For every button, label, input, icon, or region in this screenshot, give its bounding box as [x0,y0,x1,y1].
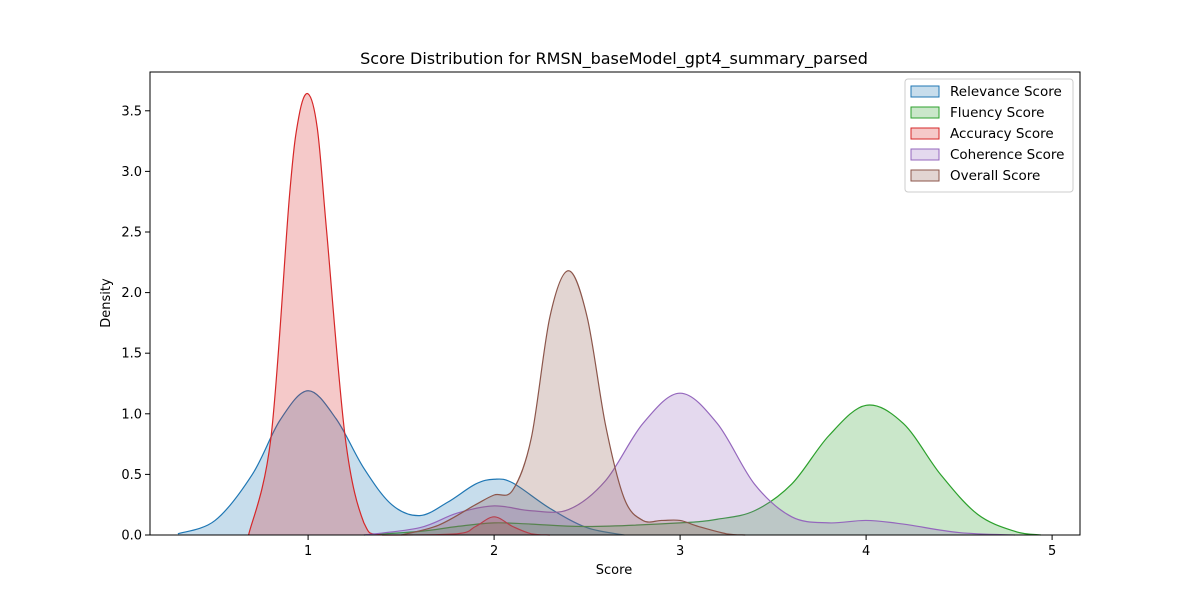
plot-frame [149,71,1081,536]
legend-swatch-accuracy-score [910,127,940,140]
y-tick-label: 1.5 [121,347,142,362]
y-tick-label: 2.5 [121,225,142,240]
y-tick-label: 2.0 [121,286,142,301]
x-tick-label: 4 [862,544,870,559]
y-tick-label: 0.5 [121,468,142,483]
x-tick-label: 2 [490,544,498,559]
legend-frame [904,78,1074,193]
legend-swatch-coherence-score [910,148,940,161]
legend-label-relevance-score: Relevance Score [950,84,1062,100]
legend: Relevance Score Fluency Score Accuracy Sco… [904,78,1074,193]
x-axis: 1 2 3 4 5 [304,535,1056,559]
legend-label-accuracy-score: Accuracy Score [950,126,1054,142]
series-area-overall-score [401,270,746,535]
legend-label-coherence-score: Coherence Score [950,147,1065,163]
chart-title: Score Distribution for RMSN_baseModel_gp… [360,49,868,69]
series-area-accuracy-score [248,93,550,536]
series-line-accuracy-score [247,92,550,536]
x-tick-label: 5 [1048,544,1056,559]
plot-area [177,92,1042,536]
y-axis-label: Density [99,278,114,328]
legend-swatch-relevance-score [910,85,940,98]
x-tick-label: 3 [676,544,684,559]
y-tick-label: 3.5 [121,104,142,119]
series-line-relevance-score [177,390,625,536]
series-line-overall-score [400,270,746,536]
legend-label-overall-score: Overall Score [950,168,1040,184]
y-tick-label: 0.0 [121,529,142,544]
legend-swatch-overall-score [910,169,940,182]
series-line-coherence-score [363,392,1015,536]
y-tick-label: 1.0 [121,407,142,422]
series-area-coherence-score [363,393,1015,535]
series-area-relevance-score [177,390,625,535]
series-area-fluency-score [363,405,1041,535]
x-tick-label: 1 [304,544,312,559]
legend-swatch-fluency-score [910,106,940,119]
series-line-fluency-score [363,404,1042,536]
y-tick-label: 3.0 [121,165,142,180]
y-axis: 0.0 0.5 1.0 1.5 2.0 2.5 3.0 3.5 [121,104,150,544]
x-axis-label: Score [596,563,632,578]
legend-label-fluency-score: Fluency Score [950,105,1044,121]
